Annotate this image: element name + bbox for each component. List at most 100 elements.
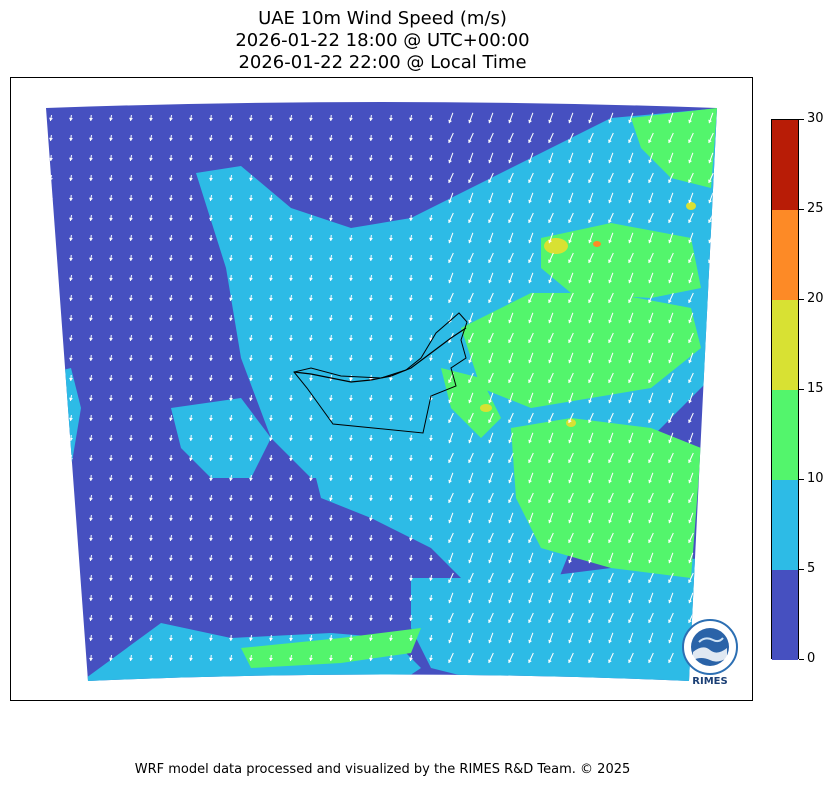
wind-arrow-icon — [468, 292, 474, 304]
wind-arrow-icon — [329, 534, 333, 542]
wind-arrow-icon — [448, 232, 454, 244]
wind-arrow-icon — [608, 552, 614, 564]
wind-arrow-icon — [508, 172, 514, 184]
wind-arrow-icon — [189, 454, 193, 462]
wind-arrow-icon — [648, 172, 654, 184]
wind-arrow-icon — [668, 352, 674, 364]
wind-arrow-icon — [109, 174, 113, 182]
wind-arrow-icon — [249, 634, 253, 642]
wind-arrow-icon — [608, 512, 614, 524]
colorbar-tick-label: 30 — [807, 111, 824, 126]
wind-arrow-icon — [209, 294, 213, 302]
wind-arrow-icon — [488, 172, 494, 184]
wind-arrow-icon — [628, 632, 634, 644]
wind-arrow-icon — [648, 572, 654, 584]
wind-arrow-icon — [508, 312, 514, 324]
map-panel — [10, 77, 753, 701]
wind-arrow-icon — [568, 152, 574, 164]
wind-arrow-icon — [528, 292, 534, 304]
wind-arrow-icon — [429, 474, 433, 482]
wind-arrow-icon — [409, 194, 413, 202]
wind-arrow-icon — [648, 492, 654, 504]
wind-arrow-icon — [129, 534, 133, 542]
wind-arrow-icon — [528, 172, 534, 184]
wind-arrow-icon — [608, 472, 614, 484]
wind-arrow-icon — [49, 374, 53, 382]
wind-arrow-icon — [568, 292, 574, 304]
wind-arrow-icon — [528, 332, 534, 344]
wind-arrow-icon — [309, 474, 313, 482]
wind-arrow-icon — [688, 592, 694, 604]
wind-arrow-icon — [548, 352, 554, 364]
wind-arrow-icon — [209, 494, 213, 502]
wind-arrow-icon — [129, 434, 133, 442]
wind-arrow-icon — [648, 512, 654, 524]
wind-arrow-icon — [448, 352, 454, 364]
wind-arrow-icon — [229, 434, 233, 442]
wind-arrow-icon — [289, 614, 293, 622]
wind-arrow-icon — [588, 572, 594, 584]
wind-arrow-icon — [129, 294, 133, 302]
wind-arrow-icon — [229, 594, 233, 602]
wind-arrow-icon — [149, 274, 153, 282]
wind-arrow-icon — [568, 532, 574, 544]
wind-arrow-icon — [708, 532, 714, 544]
wind-arrow-icon — [49, 334, 53, 342]
wind-arrow-icon — [189, 534, 193, 542]
wind-arrow-icon — [229, 194, 233, 202]
wind-arrow-icon — [588, 272, 594, 284]
wind-arrow-icon — [628, 392, 634, 404]
wind-arrow-icon — [89, 234, 93, 242]
wind-arrow-icon — [269, 194, 273, 202]
wind-arrow-icon — [369, 534, 373, 542]
wind-arrow-icon — [69, 274, 73, 282]
wind-arrow-icon — [668, 632, 674, 644]
wind-arrow-icon — [249, 654, 253, 662]
wind-arrow-icon — [648, 352, 654, 364]
wind-arrow-icon — [89, 434, 93, 442]
wind-arrow-icon — [688, 212, 694, 224]
wind-arrow-icon — [628, 412, 634, 424]
wind-arrow-icon — [189, 654, 193, 662]
wind-arrow-icon — [149, 554, 153, 562]
wind-arrow-icon — [129, 154, 133, 162]
wind-arrow-icon — [249, 434, 253, 442]
wind-arrow-icon — [468, 572, 474, 584]
wind-arrow-icon — [548, 512, 554, 524]
wind-arrow-icon — [528, 512, 534, 524]
wind-arrow-icon — [69, 194, 73, 202]
wind-arrow-icon — [349, 454, 353, 462]
wind-arrow-icon — [169, 394, 173, 402]
wind-arrow-icon — [349, 354, 353, 362]
wind-arrow-icon — [369, 334, 373, 342]
wind-arrow-icon — [448, 192, 454, 204]
wind-arrow-icon — [129, 614, 133, 622]
wind-arrow-icon — [149, 334, 153, 342]
wind-arrow-icon — [149, 514, 153, 522]
wind-arrow-icon — [648, 592, 654, 604]
wind-arrow-icon — [209, 654, 213, 662]
wind-arrow-icon — [409, 134, 413, 142]
wind-arrow-icon — [349, 414, 353, 422]
wind-arrow-icon — [508, 572, 514, 584]
wind-arrow-icon — [209, 234, 213, 242]
wind-arrow-icon — [588, 312, 594, 324]
wind-arrow-icon — [369, 574, 373, 582]
wind-arrow-icon — [409, 454, 413, 462]
wind-arrow-icon — [49, 294, 53, 302]
wind-arrow-icon — [229, 494, 233, 502]
colorbar-tick-mark — [799, 658, 804, 660]
wind-arrow-icon — [389, 194, 393, 202]
wind-arrow-icon — [668, 232, 674, 244]
wind-arrow-icon — [349, 334, 353, 342]
wind-arrow-icon — [109, 354, 113, 362]
wind-arrow-icon — [329, 134, 333, 142]
wind-arrow-icon — [488, 312, 494, 324]
wind-arrow-icon — [608, 652, 614, 664]
wind-arrow-icon — [49, 354, 53, 362]
wind-arrow-icon — [349, 174, 353, 182]
wind-arrows — [49, 112, 714, 664]
wind-arrow-icon — [488, 432, 494, 444]
wind-arrow-icon — [528, 612, 534, 624]
wind-arrow-icon — [309, 274, 313, 282]
